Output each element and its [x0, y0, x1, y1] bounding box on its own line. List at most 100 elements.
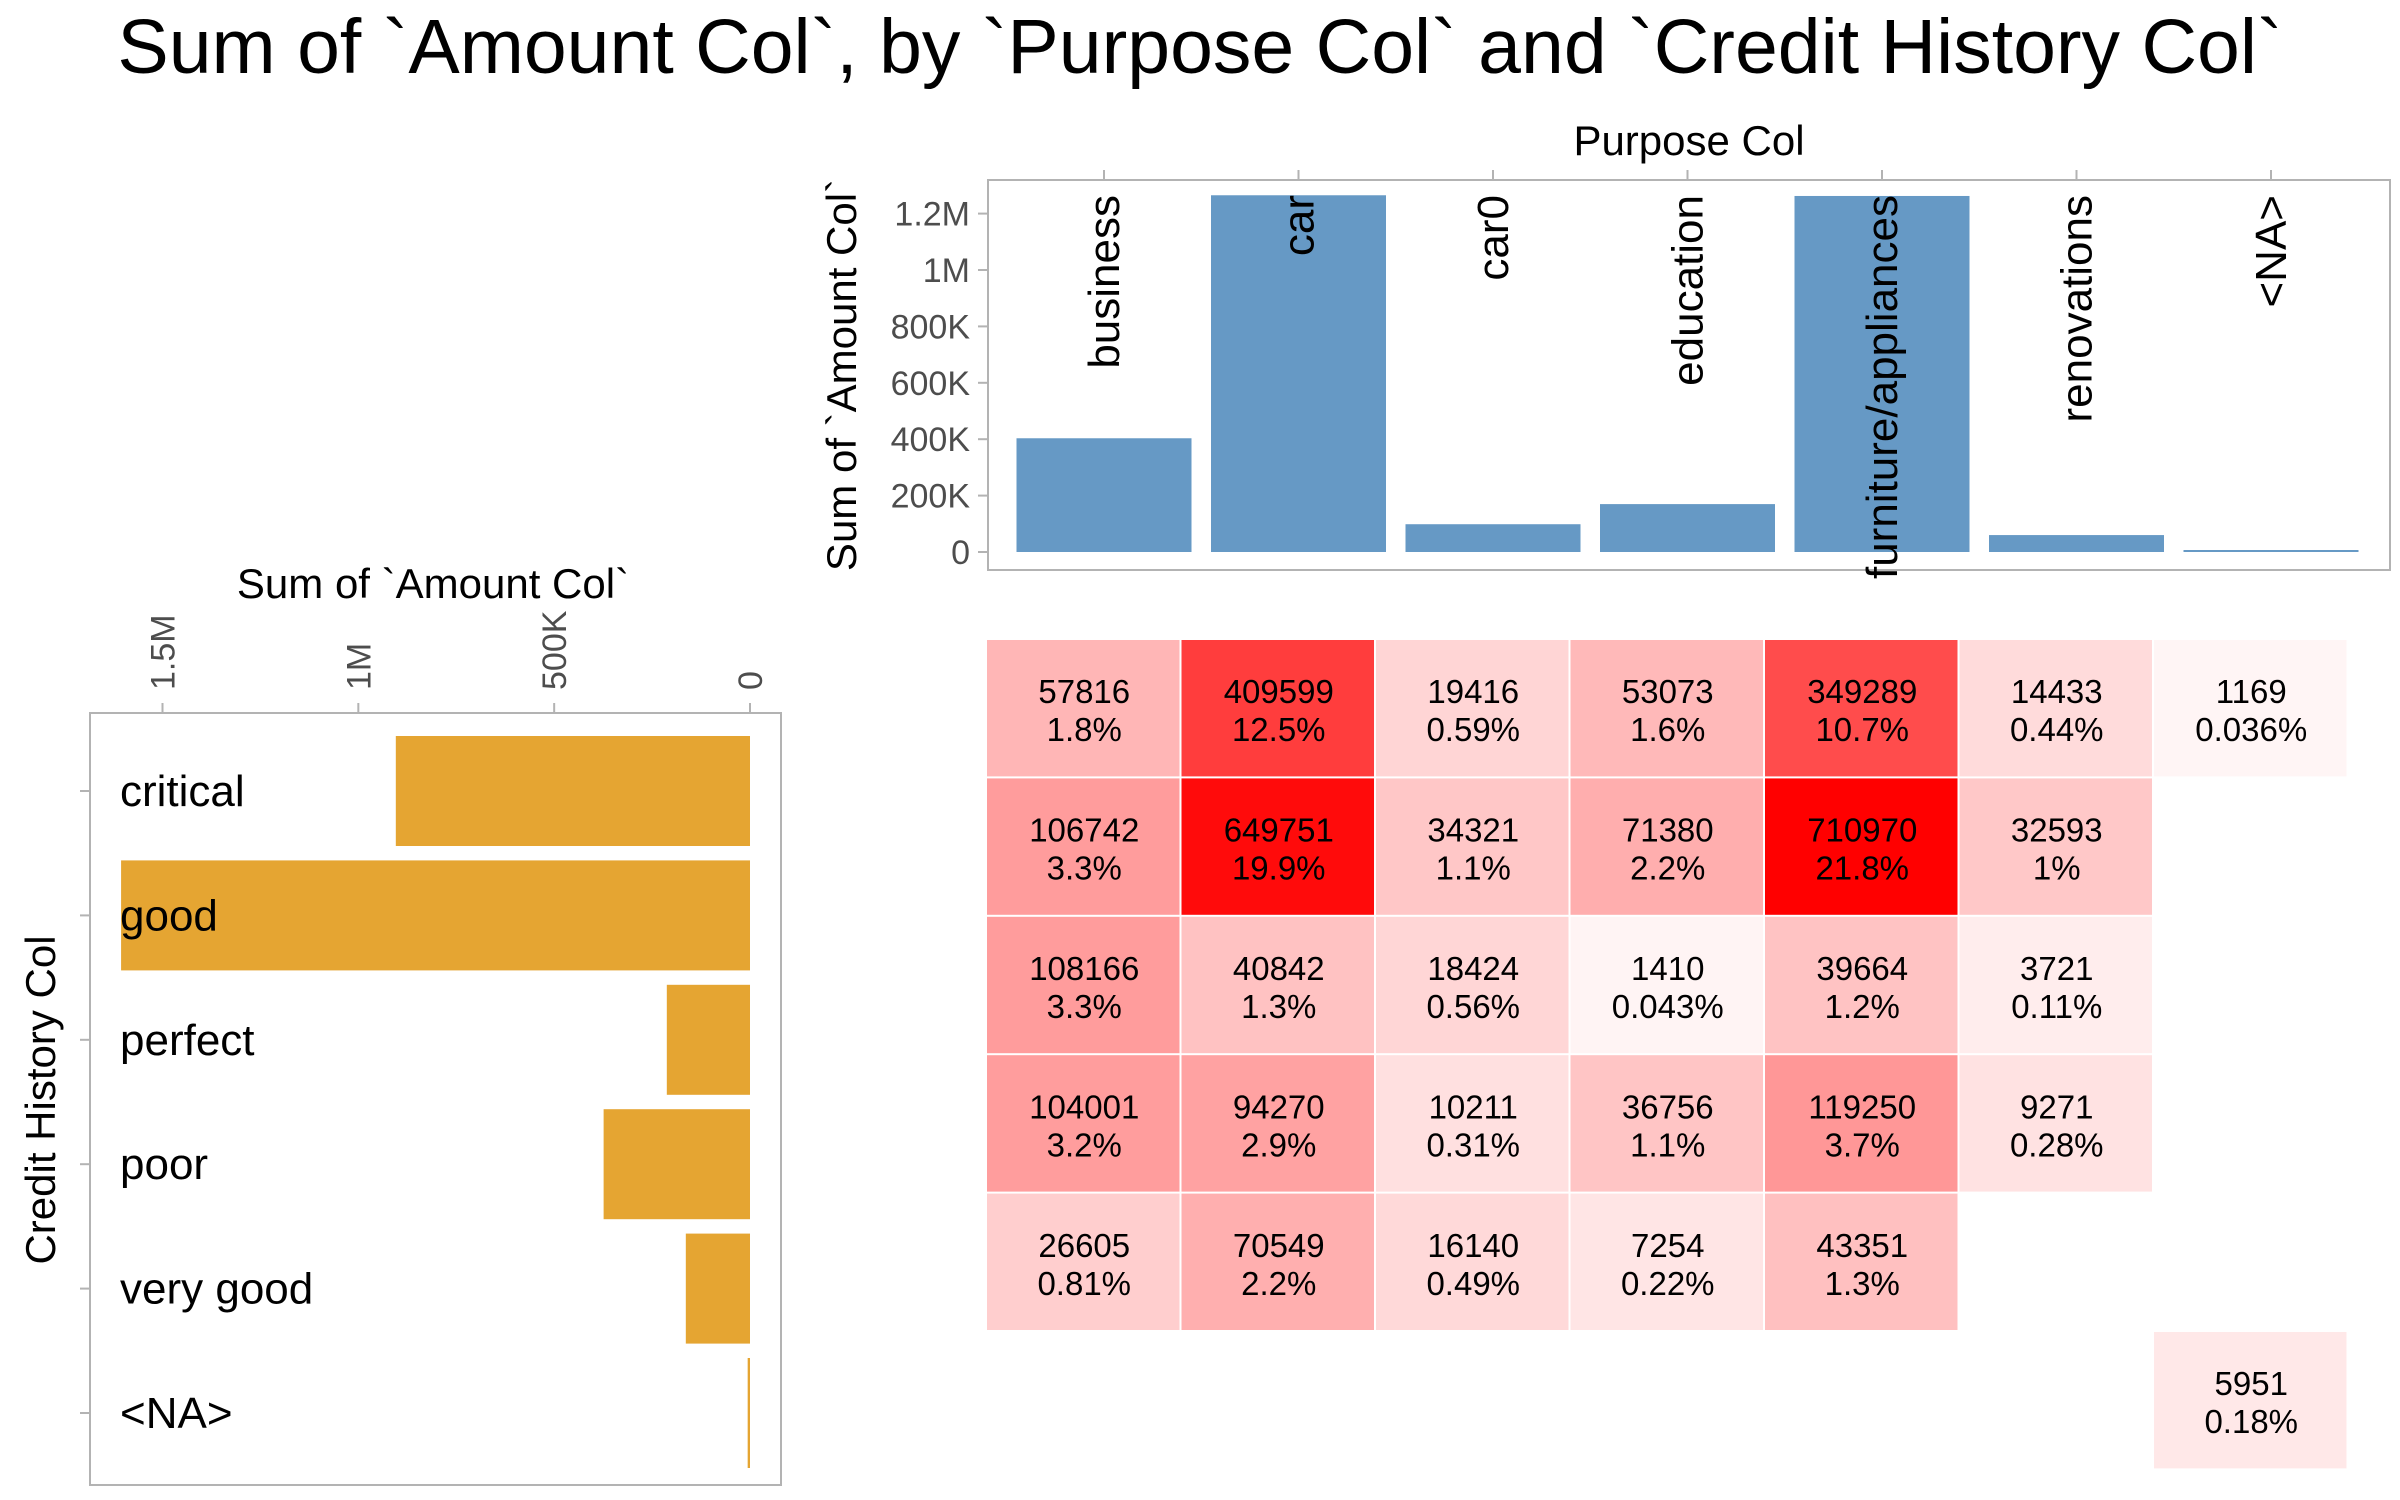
credit-category-label-very-good: very good	[120, 1265, 313, 1314]
heatmap-cell-value: 26605	[1038, 1227, 1130, 1264]
purpose-bar-furniture-appliances	[1794, 195, 1970, 552]
heatmap-cell-percent: 1.1%	[1630, 1126, 1705, 1163]
heatmap-cell	[1181, 778, 1374, 915]
credit-x-axis-ticks: 0 500K 1M 1.5M	[145, 610, 770, 713]
heatmap-cell-percent: 1.1%	[1436, 850, 1511, 887]
credit-x-axis-label: Sum of `Amount Col`	[237, 560, 629, 607]
heatmap-cell-value: 18424	[1427, 950, 1519, 987]
purpose-y-tick-label: 600K	[891, 365, 971, 403]
heatmap-cell-value: 104001	[1029, 1088, 1139, 1125]
credit-bar-na	[747, 1358, 750, 1468]
credit-y-axis-label: Credit History Col	[17, 935, 64, 1264]
heatmap-cell-value: 36756	[1622, 1088, 1714, 1125]
heatmap-cell-percent: 0.11%	[2011, 988, 2102, 1025]
credit-category-labels: critical good perfect poor very good <NA>	[120, 767, 313, 1438]
heatmap-cell	[1181, 1193, 1374, 1330]
credit-x-tick-label: 1.5M	[145, 614, 183, 690]
heatmap-cell-percent: 0.28%	[2010, 1126, 2104, 1163]
heatmap-cell-percent: 0.036%	[2195, 711, 2307, 748]
purpose-bar-renovations	[1989, 535, 2164, 552]
purpose-x-axis-ticks	[1103, 170, 2272, 180]
credit-bar-very-good	[685, 1233, 750, 1344]
heatmap-cell-percent: 0.56%	[1426, 988, 1520, 1025]
heatmap-cell-percent: 1%	[2033, 850, 2081, 887]
purpose-category-label-education: education	[1664, 195, 1713, 386]
heatmap-cell	[1959, 640, 2152, 777]
heatmap-cell-value: 70549	[1233, 1227, 1325, 1264]
heatmap-cell	[987, 1055, 1180, 1192]
heatmap-cell-value: 53073	[1622, 673, 1714, 710]
heatmap-cell-percent: 3.2%	[1047, 1126, 1122, 1163]
heatmap-cell-value: 1169	[2216, 673, 2287, 710]
credit-category-label-na: <NA>	[120, 1389, 233, 1438]
purpose-y-tick-label: 1.2M	[894, 196, 970, 234]
heatmap-cell-percent: 1.2%	[1825, 988, 1900, 1025]
credit-history-bar-chart: Sum of `Amount Col` Credit History Col 0…	[17, 560, 782, 1486]
heatmap-cell-percent: 10.7%	[1815, 711, 1909, 748]
credit-x-tick-label: 1M	[340, 643, 378, 690]
purpose-y-tick-label: 1M	[923, 252, 970, 290]
heatmap-cell-percent: 0.49%	[1426, 1265, 1520, 1302]
heatmap-cell	[1765, 1055, 1958, 1192]
heatmap-cell-value: 3721	[2020, 950, 2093, 987]
purpose-y-axis-label: Sum of `Amount Col`	[818, 179, 865, 571]
purpose-bar-education	[1600, 504, 1775, 552]
heatmap-cell-value: 409599	[1224, 673, 1334, 710]
heatmap-cell-percent: 2.9%	[1241, 1126, 1316, 1163]
heatmap-cell	[1765, 778, 1958, 915]
heatmap-cell-value: 34321	[1427, 812, 1519, 849]
heatmap-cell-percent: 0.31%	[1426, 1126, 1520, 1163]
purpose-bars	[1016, 195, 2359, 552]
heatmap-cell-value: 43351	[1816, 1227, 1908, 1264]
credit-bar-good	[121, 860, 751, 971]
heatmap-cell-value: 710970	[1807, 812, 1917, 849]
heatmap-cell	[1376, 916, 1569, 1054]
heatmap-cell-value: 14433	[2011, 673, 2103, 710]
heatmap-cell	[1376, 1193, 1569, 1330]
heatmap-cell	[1570, 640, 1763, 777]
heatmap-cell-value: 40842	[1233, 950, 1325, 987]
credit-x-tick-label: 0	[732, 671, 770, 690]
purpose-category-label-car: car	[1275, 195, 1324, 256]
purpose-category-label-na: <NA>	[2247, 195, 2296, 308]
heatmap-cell-value: 57816	[1038, 673, 1130, 710]
purpose-category-label-business: business	[1080, 195, 1129, 369]
heatmap-cell-percent: 0.81%	[1037, 1265, 1131, 1302]
purpose-y-axis-ticks: 0 200K 400K 600K 800K 1M 1.2M	[891, 196, 988, 572]
purpose-y-tick-label: 0	[951, 534, 970, 572]
purpose-bar-car0	[1405, 524, 1581, 552]
heatmap-cell-percent: 21.8%	[1815, 850, 1909, 887]
purpose-y-tick-label: 200K	[891, 478, 971, 516]
heatmap-cell-percent: 1.6%	[1630, 711, 1705, 748]
heatmap-cell-value: 9271	[2020, 1088, 2093, 1125]
credit-bar-perfect	[666, 984, 750, 1095]
chart-title: Sum of `Amount Col`, by `Purpose Col` an…	[117, 4, 2282, 90]
heatmap-cell	[2154, 640, 2347, 777]
purpose-chart-frame	[987, 179, 2391, 571]
heatmap-cell-percent: 3.7%	[1825, 1126, 1900, 1163]
heatmap-cell	[1181, 1055, 1374, 1192]
heatmap-cell	[1570, 916, 1763, 1054]
credit-category-label-critical: critical	[120, 767, 245, 816]
heatmap-cell-percent: 0.59%	[1426, 711, 1520, 748]
heatmap-cell-value: 10211	[1429, 1088, 1518, 1125]
heatmap-cell	[987, 1193, 1180, 1330]
heatmap-cell-percent: 1.3%	[1241, 988, 1316, 1025]
heatmap-cell-percent: 1.8%	[1047, 711, 1122, 748]
heatmap-cell-value: 71380	[1622, 812, 1714, 849]
heatmap-cell-percent: 0.043%	[1612, 988, 1724, 1025]
credit-bar-poor	[603, 1109, 750, 1220]
heatmap-cell	[1376, 1055, 1569, 1192]
credit-category-label-good: good	[120, 891, 218, 940]
heatmap-cell-value: 94270	[1233, 1088, 1325, 1125]
heatmap-cell-value: 19416	[1427, 673, 1519, 710]
heatmap-cell	[1959, 916, 2152, 1054]
purpose-category-label-furniture-appliances: furniture/appliances	[1858, 195, 1907, 579]
heatmap-cell	[1570, 1055, 1763, 1192]
heatmap-cell-percent: 0.44%	[2010, 711, 2104, 748]
heatmap-cell-percent: 3.3%	[1047, 850, 1122, 887]
heatmap-cell	[987, 640, 1180, 777]
heatmap-cell-percent: 0.22%	[1621, 1265, 1715, 1302]
heatmap-cell-value: 1410	[1631, 950, 1704, 987]
